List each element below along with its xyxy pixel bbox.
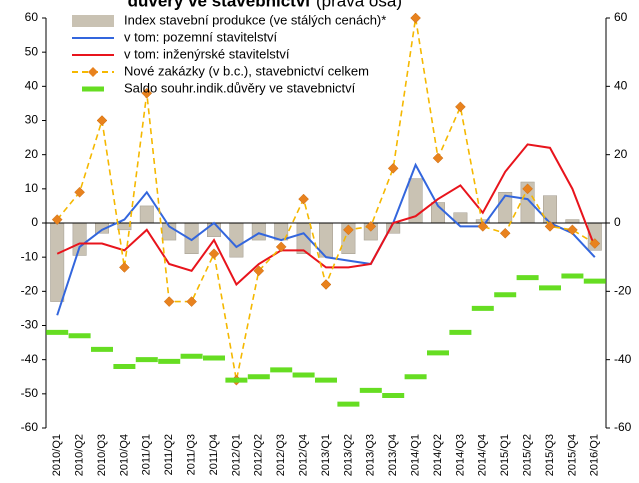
y-tick-label: 0: [31, 215, 38, 229]
marker: [477, 221, 489, 232]
y2-tick-label: 40: [614, 79, 628, 93]
y-tick-label: 50: [25, 44, 39, 58]
y-tick-label: -60: [21, 420, 39, 434]
x-tick-label: 2016/Q1: [589, 434, 601, 476]
marker: [589, 238, 601, 249]
y-tick-label: -10: [21, 249, 39, 263]
marker: [253, 265, 265, 277]
marker: [275, 241, 287, 253]
y-tick-label: 60: [25, 10, 39, 24]
y2-tick-label: 60: [614, 10, 628, 24]
x-tick-label: 2011/Q3: [186, 434, 198, 475]
bar: [565, 219, 580, 224]
legend-swatch: [72, 15, 114, 27]
legend-swatch: [88, 67, 98, 77]
marker: [163, 296, 175, 307]
marker: [320, 279, 332, 290]
marker: [432, 152, 444, 164]
y-tick-label: 10: [25, 181, 39, 195]
bar: [50, 222, 65, 302]
marker: [96, 115, 108, 126]
bar: [207, 222, 221, 237]
x-tick-label: 2013/Q3: [365, 434, 377, 476]
bar: [139, 205, 154, 224]
marker: [365, 221, 377, 232]
x-tick-label: 2010/Q2: [74, 434, 86, 476]
x-tick-label: 2012/Q1: [230, 434, 242, 476]
bar: [251, 222, 266, 241]
x-tick-label: 2015/Q1: [499, 434, 511, 476]
marker: [343, 224, 354, 236]
x-tick-label: 2011/Q1: [141, 434, 153, 475]
y2-tick-label: -40: [614, 352, 632, 366]
y2-tick-label: 20: [614, 147, 628, 161]
line: [56, 162, 596, 316]
x-tick-label: 2014/Q4: [477, 434, 489, 476]
x-tick-label: 2014/Q1: [410, 434, 422, 476]
x-tick-label: 2010/Q1: [51, 434, 63, 476]
bar: [229, 222, 244, 258]
marker: [208, 248, 220, 260]
marker: [387, 162, 399, 174]
y-tick-label: -40: [21, 352, 39, 366]
marker: [141, 87, 153, 99]
y-tick-label: 40: [25, 79, 39, 93]
bar: [72, 222, 87, 256]
x-tick-label: 2012/Q3: [275, 434, 287, 476]
x-tick-label: 2013/Q4: [387, 434, 399, 476]
marker: [51, 214, 63, 225]
marker: [522, 183, 533, 195]
line: [56, 143, 596, 287]
y-tick-label: 20: [25, 147, 39, 161]
marker: [298, 193, 309, 205]
x-tick-label: 2013/Q1: [320, 434, 332, 476]
legend-label: Saldo souhr.indik.důvěry ve stavebnictví: [124, 80, 356, 95]
y2-tick-label: 0: [614, 215, 621, 229]
marker: [455, 101, 466, 113]
chart-subtitle: (pravá osa): [316, 0, 402, 10]
legend-label: v tom: inženýrské stavitelství: [124, 46, 290, 61]
x-tick-label: 2012/Q2: [253, 434, 265, 476]
legend-label: Index stavební produkce (ve stálých cená…: [124, 12, 386, 27]
marker: [186, 296, 197, 307]
chart-title: důvěry ve stavebnictví: [128, 0, 312, 10]
marker: [544, 221, 556, 232]
y-tick-label: -20: [21, 284, 39, 298]
x-tick-label: 2011/Q4: [208, 434, 220, 475]
y-tick-label: -50: [21, 386, 39, 400]
marker: [410, 12, 421, 24]
x-tick-label: 2010/Q4: [118, 434, 130, 476]
x-tick-label: 2014/Q3: [454, 434, 466, 476]
x-tick-label: 2013/Q2: [342, 434, 354, 476]
x-tick-label: 2010/Q3: [96, 434, 108, 476]
x-tick-label: 2012/Q4: [298, 434, 310, 476]
y-tick-label: 30: [25, 113, 39, 127]
x-tick-label: 2015/Q3: [544, 434, 556, 476]
x-tick-label: 2011/Q2: [163, 434, 175, 475]
x-tick-label: 2015/Q2: [522, 434, 534, 476]
x-tick-label: 2015/Q4: [566, 434, 578, 476]
legend-label: Nové zakázky (v b.c.), stavebnictví celk…: [124, 63, 369, 78]
marker: [119, 262, 130, 273]
marker: [74, 186, 85, 198]
marker: [499, 227, 511, 239]
y-tick-label: -30: [21, 318, 39, 332]
marker: [567, 224, 578, 236]
y2-tick-label: -60: [614, 420, 632, 434]
legend-label: v tom: pozemní stavitelství: [124, 29, 278, 44]
y2-tick-label: -20: [614, 284, 632, 298]
x-tick-label: 2014/Q2: [432, 434, 444, 476]
